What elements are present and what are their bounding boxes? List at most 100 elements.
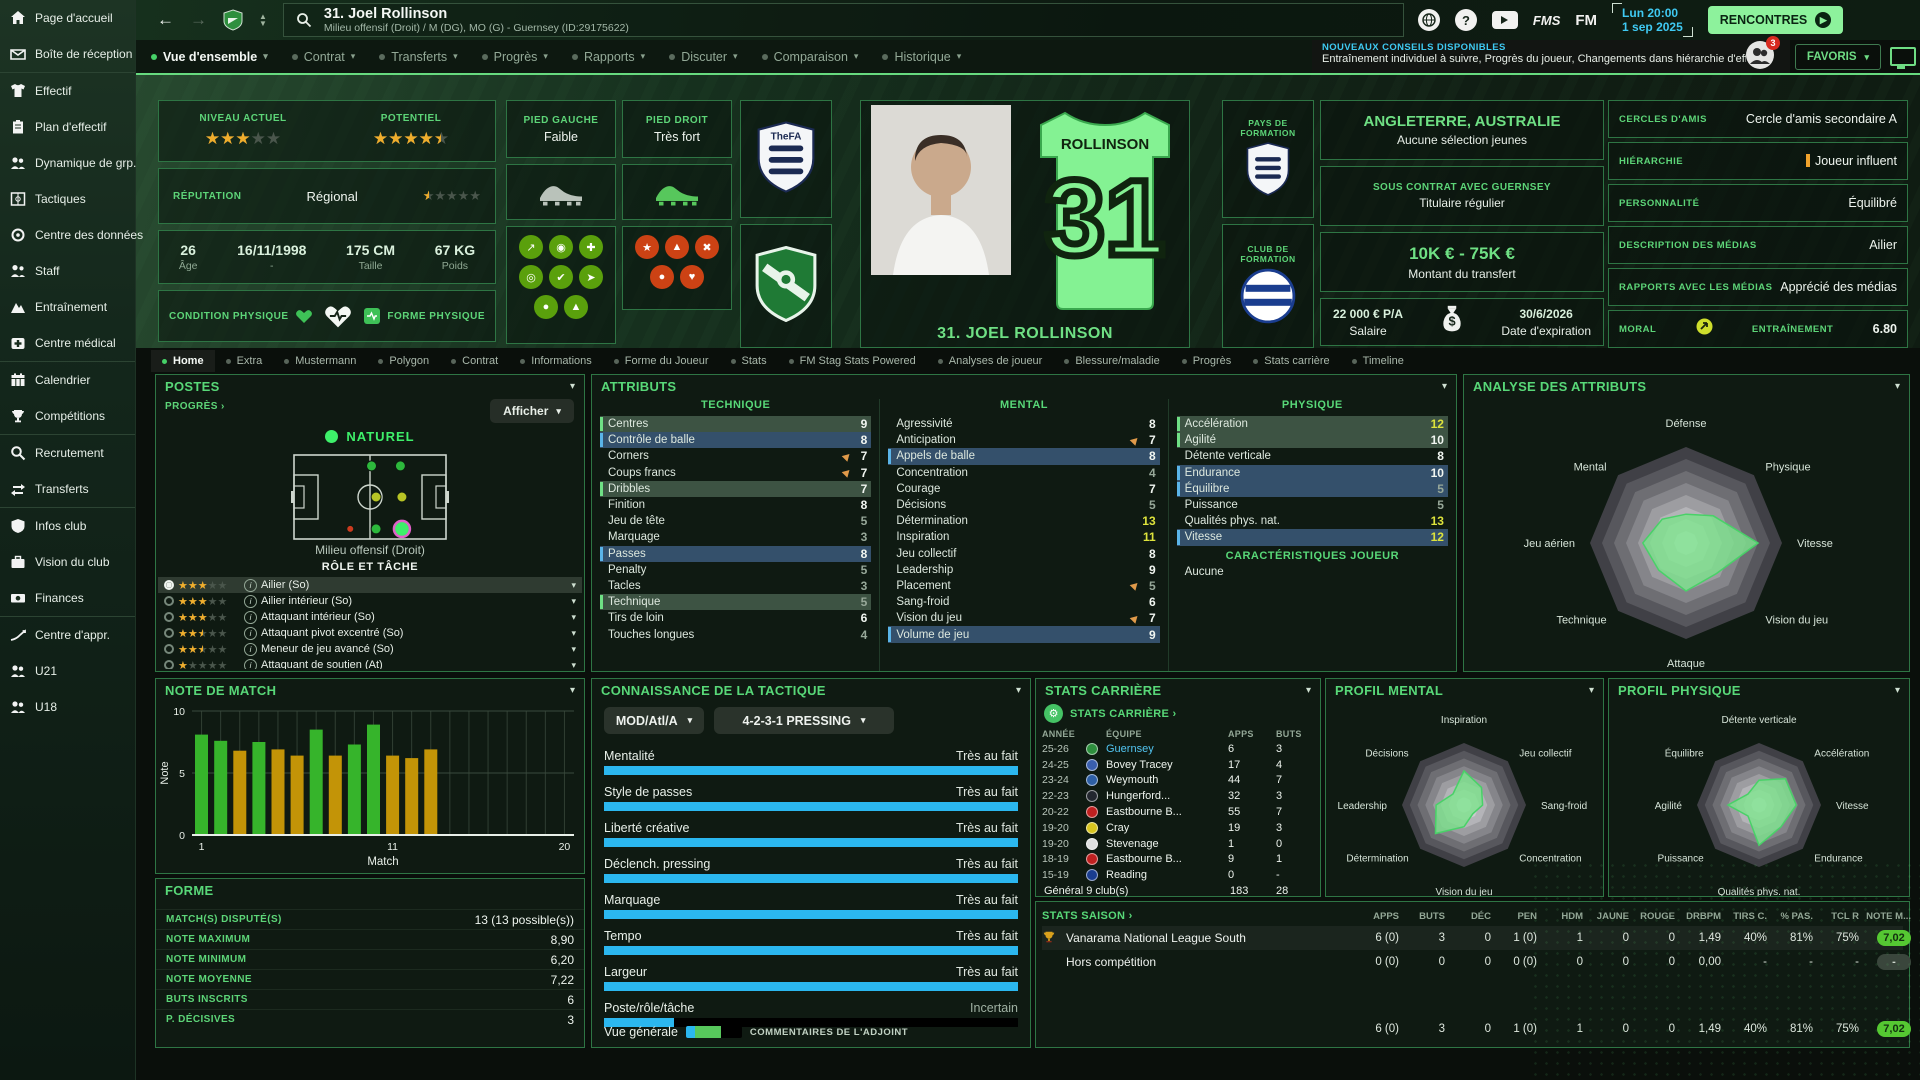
role-row[interactable]: ★★★★★★★★★★ i Ailier intérieur (So) ▾ [158,593,582,609]
sidebar-item-u21[interactable]: U21 [0,653,135,689]
nav-item-discuter[interactable]: Discuter ▾ [669,50,738,64]
sidebar-item-plan-d-effectif[interactable]: Plan d'effectif [0,109,135,145]
nav-item-comparaison[interactable]: Comparaison ▾ [761,50,858,64]
youtube-icon[interactable] [1491,11,1518,29]
sidebar-item-tactiques[interactable]: Tactiques [0,181,135,217]
career-row[interactable]: 18-19 Eastbourne B... 9 1 [1042,852,1316,868]
sidebar-item-entra-nement[interactable]: Entraînement [0,289,135,325]
chevron-down-icon[interactable]: ▾ [569,380,575,392]
career-row[interactable]: 24-25 Bovey Tracey 17 4 [1042,757,1316,773]
nav-item-transferts[interactable]: Transferts ▾ [379,50,458,64]
sidebar-item-transferts[interactable]: Transferts [0,471,135,507]
role-row[interactable]: ★★★★★★★★★★ i Ailier (So) ▾ [158,577,582,593]
search-icon[interactable] [296,12,312,28]
continue-meetings-button[interactable]: RENCONTRES ▶ [1707,6,1844,34]
career-row[interactable]: 22-23 Hungerford... 32 3 [1042,788,1316,804]
sidebar-item-u18[interactable]: U18 [0,689,135,725]
career-row[interactable]: 23-24 Weymouth 44 7 [1042,773,1316,789]
chevron-down-icon[interactable]: ▾ [1015,684,1021,696]
chevron-down-icon[interactable]: ▾ [571,643,576,654]
chevron-down-icon[interactable]: ▾ [1441,380,1447,392]
sidebar-item-vision-du-club[interactable]: Vision du club [0,544,135,580]
tab-timeline[interactable]: Timeline [1341,350,1415,372]
chevron-down-icon[interactable]: ▾ [1894,380,1900,392]
sidebar-item-effectif[interactable]: Effectif [0,72,135,109]
tab-polygon[interactable]: Polygon [367,350,440,372]
role-radio[interactable] [164,660,174,669]
tab-extra[interactable]: Extra [215,350,274,372]
career-row[interactable]: 20-22 Eastbourne B... 55 7 [1042,804,1316,820]
monitor-icon[interactable] [1890,47,1916,69]
tab-home[interactable]: Home [151,350,215,372]
chevron-down-icon[interactable]: ▾ [1894,684,1900,696]
sidebar-item-page-d-accueil[interactable]: Page d'accueil [0,0,135,36]
sidebar-item-calendrier[interactable]: Calendrier [0,361,135,398]
forward-arrow-icon[interactable]: → [190,10,207,29]
tab-blessure-maladie[interactable]: Blessure/maladie [1053,350,1170,372]
chevron-down-icon[interactable]: ▾ [571,627,576,638]
sidebar-item-centre-m-dical[interactable]: Centre médical [0,325,135,361]
favorites-button[interactable]: FAVORIS ▾ [1795,44,1881,70]
back-arrow-icon[interactable]: ← [157,10,174,29]
chevron-down-icon[interactable]: ▾ [571,579,576,590]
role-radio[interactable] [164,612,174,622]
assistant-comments-label[interactable]: COMMENTAIRES DE L'ADJOINT [749,1026,909,1038]
tab-stats-carri-re[interactable]: Stats carrière [1242,350,1340,372]
role-radio[interactable] [164,628,174,638]
nav-item-rapports[interactable]: Rapports ▾ [571,50,645,64]
career-row[interactable]: 19-20 Cray 19 3 [1042,820,1316,836]
fms-logo-icon[interactable]: FMS [1532,12,1561,28]
mentality-dropdown[interactable]: MOD/Atl/A ▾ [604,707,704,734]
chevron-down-icon[interactable]: ▾ [571,659,576,670]
sidebar-item-comp-titions[interactable]: Compétitions [0,398,135,434]
tab-analyses-de-joueur[interactable]: Analyses de joueur [927,350,1054,372]
help-icon[interactable]: ? [1454,9,1477,31]
career-row[interactable]: 15-19 Reading 0 - [1042,867,1316,883]
fm-logo-icon[interactable]: FM [1575,11,1598,29]
chevron-down-icon[interactable]: ▾ [1305,684,1311,696]
chevron-down-icon[interactable]: ▾ [1588,684,1594,696]
sidebar-item-staff[interactable]: Staff [0,253,135,289]
role-row[interactable]: ★★★★★★★★★★ i Attaquant pivot excentré (So)… [158,625,582,641]
tab-contrat[interactable]: Contrat [440,350,509,372]
sidebar-item-bo-te-de-r-ception[interactable]: Boîte de réception [0,36,135,72]
player-search-box[interactable]: 31. Joel Rollinson Milieu offensif (Droi… [282,3,1404,37]
tab-progr-s[interactable]: Progrès [1171,350,1243,372]
tab-mustermann[interactable]: Mustermann [273,350,367,372]
club-crest-icon[interactable] [223,9,243,31]
tab-stats[interactable]: Stats [720,350,778,372]
role-radio[interactable] [164,596,174,606]
positions-progress-link[interactable]: PROGRÈS › [165,401,225,412]
career-row[interactable]: 25-26 Guernsey 6 3 [1042,741,1316,757]
role-radio[interactable] [164,644,174,654]
sidebar-item-centre-des-donn-es[interactable]: Centre des données [0,217,143,253]
chevron-down-icon[interactable]: ▾ [571,611,576,622]
nav-item-historique[interactable]: Historique ▾ [882,50,961,64]
sidebar-item-dynamique-de-grp-[interactable]: Dynamique de grp. [0,145,136,181]
sidebar-item-centre-d-appr-[interactable]: Centre d'appr. [0,616,135,653]
role-row[interactable]: ★★★★★★★★★★ i Attaquant intérieur (So) ▾ [158,609,582,625]
sidebar-item-finances[interactable]: Finances [0,580,135,616]
assistant-avatar[interactable]: 3 [1746,36,1780,69]
advice-notice[interactable]: NOUVEAUX CONSEILS DISPONIBLES Entraîneme… [1312,40,1790,73]
nav-item-progr-s[interactable]: Progrès ▾ [481,50,548,64]
nav-item-contrat[interactable]: Contrat ▾ [291,50,355,64]
career-row[interactable]: 19-20 Stevenage 1 0 [1042,836,1316,852]
chevron-down-icon[interactable]: ▾ [569,684,575,696]
sidebar-item-infos-club[interactable]: Infos club [0,507,135,544]
career-stats-link[interactable]: ⚙ STATS CARRIÈRE › [1044,704,1176,723]
chevron-down-icon[interactable]: ▾ [571,595,576,606]
worldgame-icon[interactable] [1417,9,1440,31]
tab-informations[interactable]: Informations [509,350,603,372]
tab-fm-stag-stats-powered[interactable]: FM Stag Stats Powered [778,350,927,372]
show-dropdown[interactable]: Afficher ▾ [490,399,574,423]
role-row[interactable]: ★★★★★★★★★★ i Meneur de jeu avancé (So) ▾ [158,641,582,657]
sidebar-item-recrutement[interactable]: Recrutement [0,434,135,471]
tab-forme-du-joueur[interactable]: Forme du Joueur [603,350,720,372]
role-row[interactable]: ★★★★★★★★★★ i Attaquant de soutien (At) ▾ [158,657,582,669]
role-radio[interactable] [164,580,174,590]
attribute-name: Jeu de tête [608,515,665,528]
nav-item-vue-d-ensemble[interactable]: Vue d'ensemble ▾ [151,50,268,64]
prev-next-player-icon[interactable]: ▲ ▼ [259,12,267,28]
formation-dropdown[interactable]: 4-2-3-1 PRESSING ▾ [714,707,894,734]
